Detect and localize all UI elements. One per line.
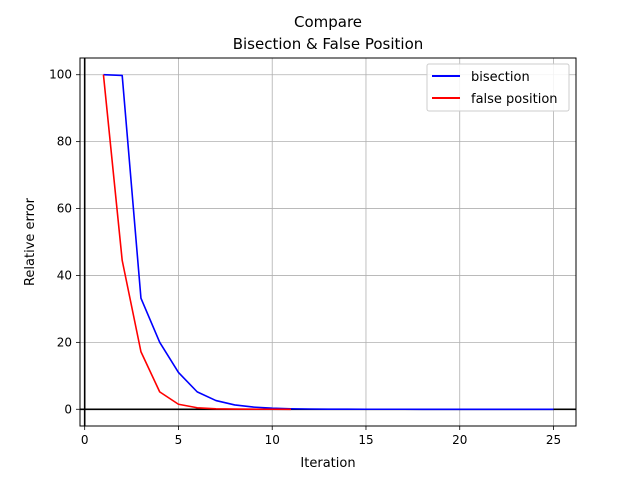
plot-area-frame [79,57,577,427]
x-tick-label: 15 [358,433,373,447]
x-axis-ticks: 0 5 10 15 20 25 [81,426,561,447]
x-tick-label: 5 [175,433,183,447]
x-tick-label: 0 [81,433,89,447]
x-tick-label: 10 [265,433,280,447]
y-axis-ticks: 0 20 40 60 80 100 [49,68,80,416]
y-tick-label: 20 [57,335,72,349]
y-axis-label: Relative error [23,197,38,286]
legend: bisection false position [426,63,570,112]
legend-box [426,63,570,112]
y-tick-label: 40 [57,268,72,282]
chart-title: Compare [294,13,362,31]
x-tick-label: 25 [546,433,561,447]
legend-label-bisection: bisection [471,70,530,85]
y-tick-label: 100 [49,68,72,82]
series-line-false-position [102,74,291,411]
x-tick-label: 20 [452,433,467,447]
chart-subtitle: Bisection & False Position [233,35,424,53]
x-axis-label: Iteration [300,456,355,471]
y-tick-label: 80 [57,135,72,149]
series-lines [102,73,554,411]
series-line-bisection [103,73,554,411]
y-tick-label: 60 [57,202,72,216]
legend-label-false-position: false position [471,92,558,107]
grid-lines [80,58,576,426]
y-tick-label: 0 [64,402,72,416]
